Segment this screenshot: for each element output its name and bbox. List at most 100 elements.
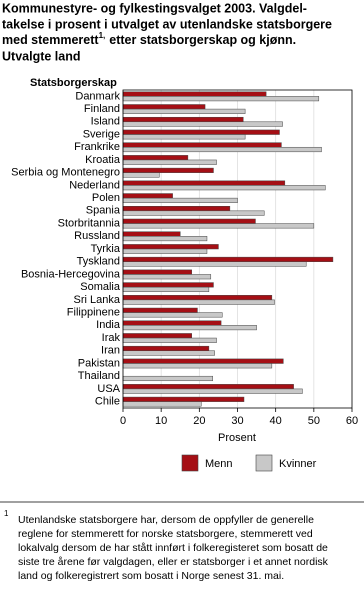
bar <box>122 248 208 254</box>
y-tick-label: Russland <box>74 230 120 242</box>
bar <box>122 396 245 402</box>
y-axis-label: Statsborgerskap <box>30 77 117 89</box>
bar <box>122 96 320 102</box>
bar <box>122 159 217 165</box>
bar <box>122 185 326 191</box>
bar <box>122 231 181 237</box>
bar <box>122 401 202 407</box>
bar <box>122 320 222 326</box>
legend-label: Menn <box>205 458 233 470</box>
x-tick-label: 10 <box>155 415 167 427</box>
bar <box>122 256 334 262</box>
x-tick-label: 0 <box>120 415 126 427</box>
bar <box>122 121 283 127</box>
bar <box>122 384 294 390</box>
y-tick-label: Thailand <box>78 370 120 382</box>
title-part: etter statsborgerskap og kjønn. <box>109 33 296 47</box>
bar <box>122 146 322 153</box>
bar <box>122 91 267 97</box>
x-tick-label: 40 <box>270 415 282 427</box>
bar <box>122 299 275 305</box>
bar <box>122 180 286 186</box>
y-tick-label: Pakistan <box>78 357 120 369</box>
bar <box>122 363 273 369</box>
title-line: med stemmerett1, etter statsborgerskap og… <box>2 31 296 47</box>
title-note-ref: 1, <box>99 31 106 40</box>
bar <box>122 269 192 275</box>
y-tick-label: Iran <box>101 345 120 357</box>
bar <box>122 197 238 203</box>
y-tick-label: Finland <box>84 103 120 115</box>
y-tick-label: Danmark <box>75 90 120 102</box>
y-tick-label: Polen <box>92 192 120 204</box>
y-tick-label: Tyskland <box>77 256 120 268</box>
bar <box>122 236 208 242</box>
x-tick-label: 30 <box>231 415 243 427</box>
x-axis-label: Prosent <box>218 432 256 444</box>
bar <box>122 337 217 343</box>
y-tick-label: India <box>96 319 121 331</box>
y-tick-label: Nederland <box>69 179 120 191</box>
title-line: Utvalgte land <box>2 49 81 63</box>
bar <box>122 274 212 280</box>
y-tick-label: Island <box>91 116 120 128</box>
bar <box>122 142 282 148</box>
x-tick-label: 20 <box>193 415 205 427</box>
bar <box>122 172 160 178</box>
y-tick-label: Filippinene <box>67 307 120 319</box>
bar <box>122 116 244 123</box>
footnote-line: land og folkeregistrert som bosatt i Nor… <box>18 570 284 582</box>
y-tick-label: Somalia <box>80 281 121 293</box>
bar <box>122 286 210 292</box>
bar <box>122 134 246 140</box>
legend-swatch <box>181 454 199 472</box>
y-tick-label: Sri Lanka <box>74 294 121 306</box>
bar <box>122 244 219 250</box>
y-tick-label: Irak <box>102 332 121 344</box>
bar <box>122 223 315 229</box>
bar <box>122 282 214 288</box>
bar <box>122 307 198 313</box>
footnote-line: siste tre årene før valgdagen, eller er … <box>18 556 329 568</box>
title-line: Kommunestyre- og fylkestingsvalget 2003.… <box>2 1 307 15</box>
bar <box>122 108 246 114</box>
y-tick-label: Sverige <box>83 128 120 140</box>
footnote-marker: 1 <box>4 509 9 518</box>
bar <box>122 358 284 364</box>
footnote-line: reglene for stemmerett for norske statsb… <box>18 528 313 540</box>
bar <box>122 345 210 352</box>
y-tick-label: USA <box>97 383 120 395</box>
bar <box>122 210 265 216</box>
bar <box>122 261 307 267</box>
bar <box>122 167 214 173</box>
y-tick-label: Tyrkia <box>91 243 121 255</box>
bar <box>122 375 213 382</box>
bar <box>122 333 192 339</box>
bar <box>122 104 206 110</box>
y-tick-label: Frankrike <box>74 141 120 153</box>
bar <box>122 325 257 331</box>
bar <box>122 155 189 161</box>
bar <box>122 193 173 199</box>
legend-label: Kvinner <box>279 458 317 470</box>
y-tick-label: Kroatia <box>85 154 121 166</box>
footnote-line: lokalvalg dersom de har stått innført i … <box>18 542 328 554</box>
y-tick-label: Spania <box>86 205 121 217</box>
title-line: takelse i prosent i utvalget av utenland… <box>2 17 332 31</box>
x-tick-label: 60 <box>346 415 358 427</box>
y-tick-label: Bosnia-Hercegovina <box>21 268 121 280</box>
bar <box>122 129 280 135</box>
legend-swatch <box>255 454 273 472</box>
y-tick-label: Storbritannia <box>58 217 121 229</box>
x-tick-label: 50 <box>308 415 320 427</box>
bar <box>122 218 256 224</box>
bar <box>122 312 223 318</box>
y-tick-label: Chile <box>95 396 120 408</box>
bar <box>122 206 231 212</box>
footnote-line: Utenlandske statsborgere har, dersom de … <box>18 514 314 526</box>
title-part: med stemmerett <box>2 33 99 47</box>
bar <box>122 388 303 394</box>
y-tick-label: Serbia og Montenegro <box>11 167 120 179</box>
plot-frame <box>122 89 353 409</box>
